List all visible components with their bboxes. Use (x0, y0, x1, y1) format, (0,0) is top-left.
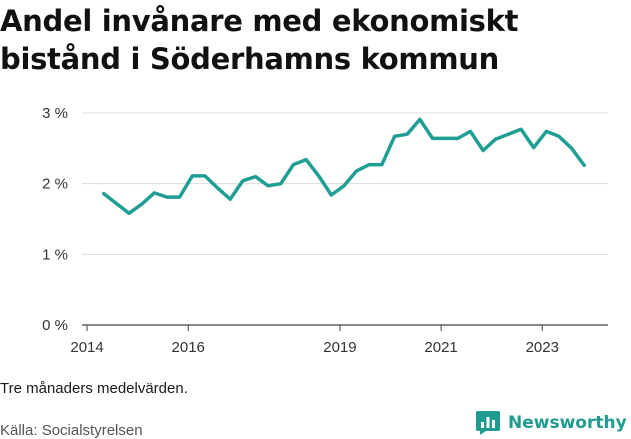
data-point (165, 195, 169, 199)
data-point (557, 135, 561, 138)
data-point (418, 118, 422, 121)
x-tick-label: 2014 (70, 339, 103, 356)
x-tick-label: 2021 (424, 339, 457, 356)
brand-name: Newsworthy (508, 413, 627, 433)
x-tick-label: 2019 (323, 339, 356, 356)
chart-note: Tre månaders medelvärden. (0, 380, 188, 397)
data-point (203, 174, 207, 178)
data-point (191, 174, 194, 178)
data-point (443, 137, 447, 140)
data-point (241, 179, 245, 183)
data-point (115, 202, 118, 205)
source-credit: Källa: Socialstyrelsen (0, 422, 143, 439)
data-point (570, 147, 573, 150)
data-point (431, 137, 434, 140)
x-tick-label: 2016 (172, 339, 205, 356)
data-point (279, 182, 282, 185)
data-point (456, 137, 459, 140)
newsworthy-brand[interactable]: Newsworthy (476, 408, 627, 438)
data-point (304, 158, 308, 161)
y-tick-label: 3 % (42, 105, 68, 122)
data-point (127, 212, 131, 215)
data-point (140, 202, 143, 206)
data-point (292, 163, 295, 166)
x-tick-label: 2023 (526, 339, 559, 356)
chart-title: Andel invånare med ekonomiskt bistånd i … (0, 4, 519, 76)
data-point (355, 169, 358, 173)
line-chart: 0 % 1 % 2 % 3 % 2014 2016 2019 2021 2023 (42, 105, 608, 356)
data-point (317, 174, 320, 178)
y-tick-label: 2 % (42, 176, 68, 193)
data-point (342, 184, 346, 187)
data-point (406, 133, 409, 136)
data-point (494, 137, 497, 141)
data-point (216, 186, 219, 190)
data-point (330, 193, 333, 197)
data-point (153, 191, 156, 195)
data-point (507, 133, 510, 136)
data-point (583, 164, 586, 167)
y-tick-label: 0 % (42, 317, 68, 334)
data-point (532, 146, 535, 149)
y-tick-label: 1 % (42, 246, 68, 263)
data-point (254, 175, 257, 178)
data-point (393, 135, 396, 138)
data-point (519, 128, 523, 131)
data-point (469, 130, 472, 133)
data-point (102, 192, 105, 195)
data-point (228, 198, 232, 201)
data-point (178, 195, 181, 199)
series-line (101, 117, 586, 216)
data-point (368, 163, 371, 166)
data-point (545, 130, 548, 133)
data-point (481, 149, 485, 152)
bar-chart-logo-icon (476, 411, 500, 435)
data-point (266, 184, 270, 187)
data-point (380, 163, 384, 166)
